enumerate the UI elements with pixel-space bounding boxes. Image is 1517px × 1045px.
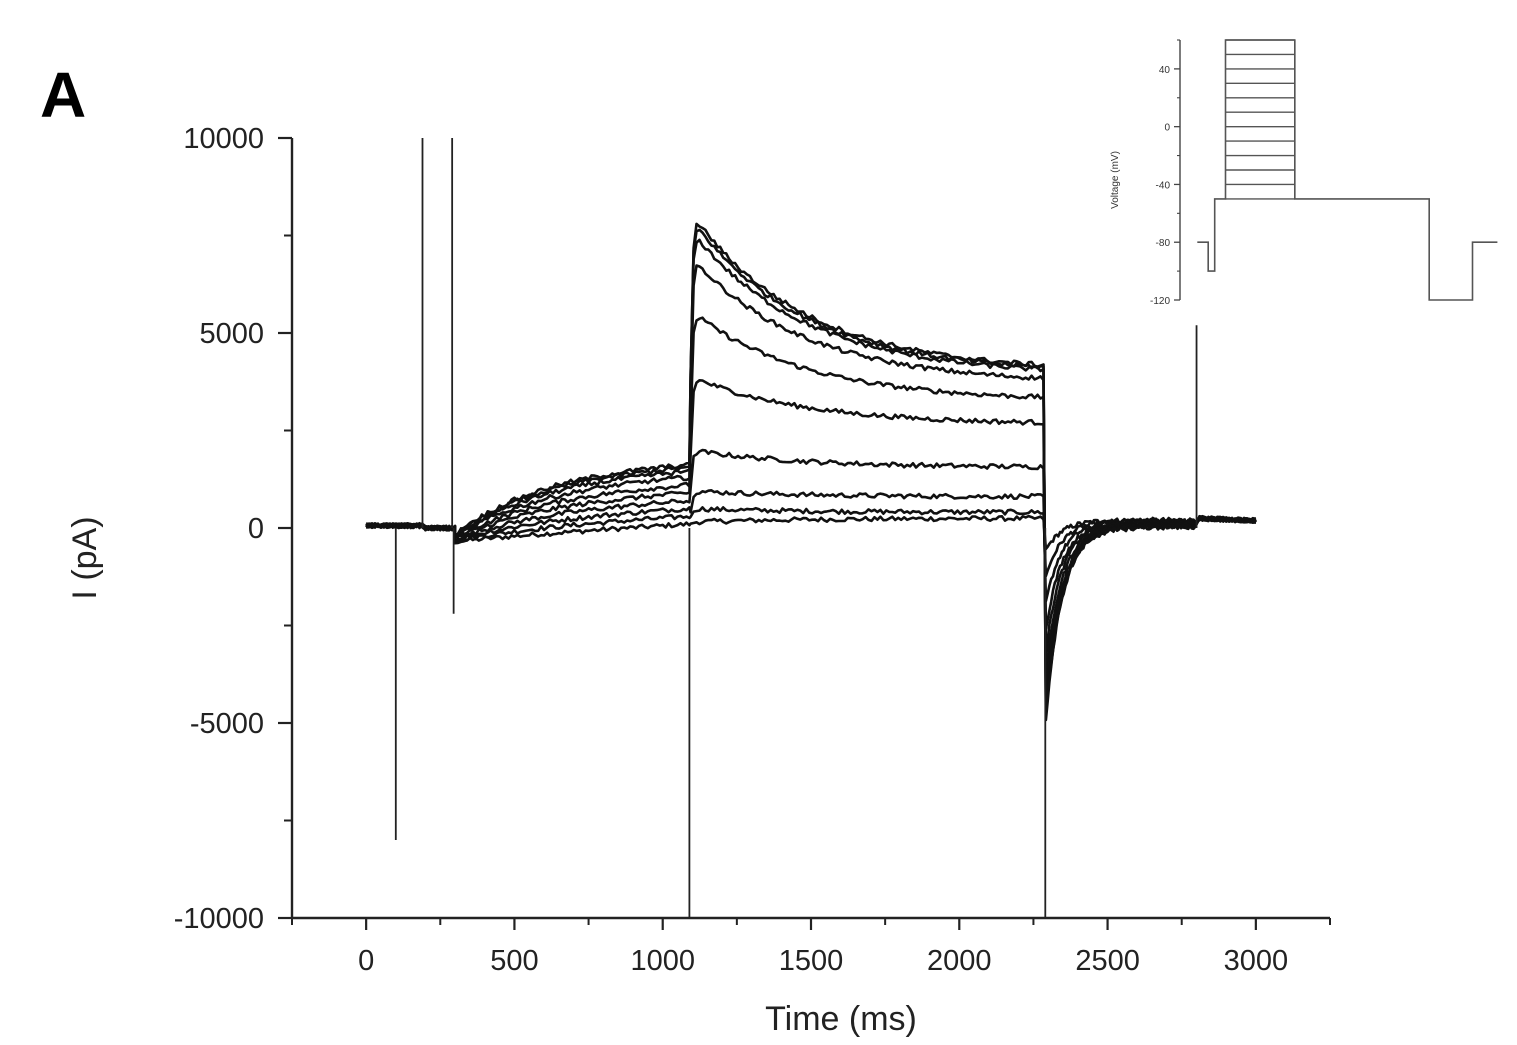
current-trace <box>365 316 1256 678</box>
inset-y-tick-label: -80 <box>1156 238 1171 249</box>
current-trace <box>365 448 1257 631</box>
voltage-protocol-trace <box>1197 39 1498 301</box>
x-tick-label: 0 <box>358 945 374 977</box>
y-tick-label: 0 <box>248 513 264 545</box>
x-tick-label: 2000 <box>927 945 992 977</box>
inset-ticks: -120 -80 -40 0 40 <box>1150 39 1180 307</box>
x-tick-label: 3000 <box>1224 945 1289 977</box>
x-tick-label: 2500 <box>1075 945 1140 977</box>
y-tick-label: -10000 <box>174 903 264 935</box>
current-trace <box>365 379 1257 655</box>
y-axis-label: I (pA) <box>66 516 104 599</box>
panel-label: A <box>40 59 86 131</box>
y-tick-label: 5000 <box>199 318 264 350</box>
inset-y-tick-label: -40 <box>1156 180 1171 191</box>
x-tick-label: 1500 <box>779 945 844 977</box>
main-ticks: 0 500 1000 1500 2000 2500 3000 -10000 -5000 0 5000… <box>174 123 1331 977</box>
current-trace <box>365 222 1256 722</box>
voltage-protocol-inset: -120 -80 -40 0 40 Voltage (mV) <box>1110 39 1498 307</box>
current-traces <box>365 222 1257 722</box>
current-trace <box>365 238 1257 712</box>
x-tick-label: 1000 <box>630 945 695 977</box>
inset-y-tick-label: 0 <box>1164 123 1170 134</box>
current-trace-chart: 0 500 1000 1500 2000 2500 3000 -10000 -5000 0 5000… <box>66 123 1331 1038</box>
x-axis-label: Time (ms) <box>765 1000 917 1038</box>
y-tick-label: 10000 <box>183 123 264 155</box>
current-trace <box>365 228 1257 718</box>
inset-y-tick-label: 40 <box>1159 65 1171 76</box>
y-tick-label: -5000 <box>190 708 264 740</box>
inset-y-tick-label: -120 <box>1150 296 1170 307</box>
capacitive-artifacts <box>394 138 1198 918</box>
x-tick-label: 500 <box>490 945 538 977</box>
current-trace <box>366 264 1256 695</box>
inset-y-axis-label: Voltage (mV) <box>1110 151 1121 209</box>
